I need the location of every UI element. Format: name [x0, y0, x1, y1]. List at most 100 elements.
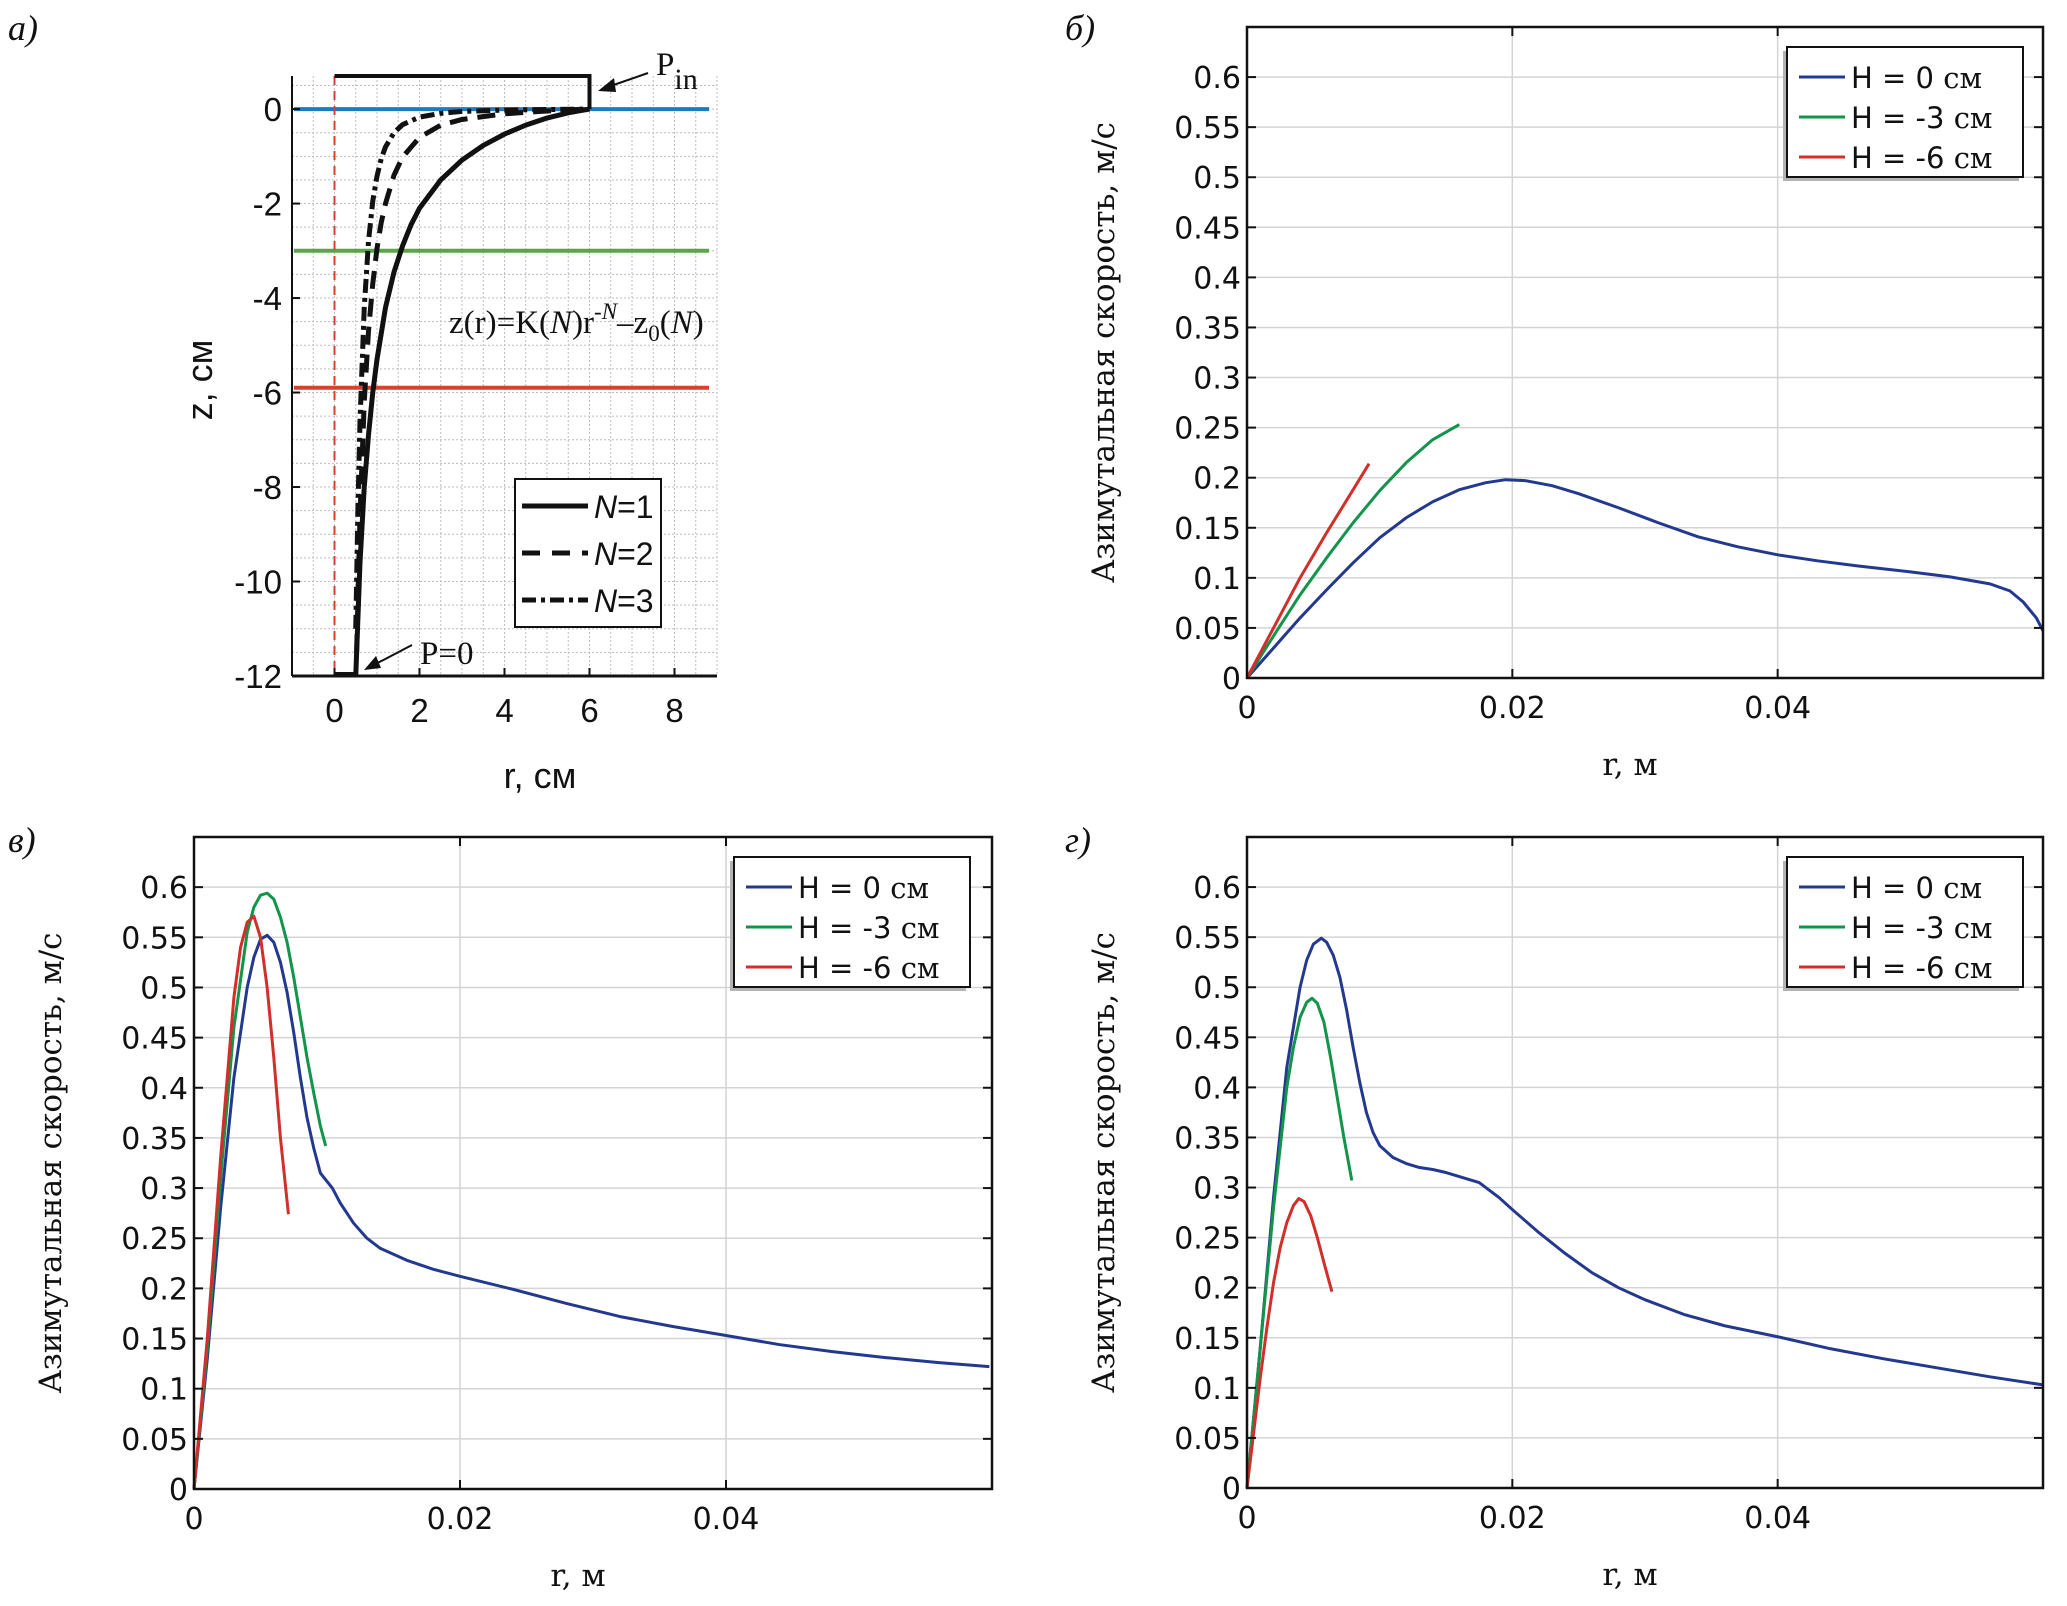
y-tick-label: 0 [1222, 662, 1241, 697]
legend-label-text: H = -3 [1851, 101, 1954, 135]
y-tick-label: -10 [234, 564, 282, 601]
y-tick-label: 0.2 [1193, 462, 1241, 497]
y-tick-label: 0.15 [1174, 1322, 1241, 1357]
y-tick-label: 0.55 [1174, 111, 1241, 146]
legend-label-unit: см [1954, 951, 1993, 985]
legend-label: H = -3 см [1851, 911, 1993, 945]
legend-label: H = -6 см [798, 951, 940, 985]
series-line [192, 933, 990, 1490]
x-axis-label: r, м [1602, 1557, 1657, 1593]
y-tick-label: 0.55 [1174, 921, 1241, 956]
y-tick-label: 0.35 [1174, 311, 1241, 346]
y-tick-label: 0 [169, 1473, 188, 1508]
y-tick-label: 0.1 [140, 1373, 188, 1408]
panel-d-velocity-chart: г) 0 0.05 0.1 0.15 0.2 0.25 0.3 0.35 0.4 0.45 0.5 0.… [1065, 820, 2045, 1593]
y-tick-label: 0.3 [140, 1172, 188, 1207]
tick-labels: 0 0.05 0.1 0.15 0.2 0.25 0.3 0.35 0.4 0.45 0.5 0.55… [1174, 61, 1811, 726]
legend-box [1786, 46, 2024, 178]
y-tick-label: 0.45 [1174, 1021, 1241, 1056]
axes [291, 76, 717, 678]
tick-labels: 0 0.05 0.1 0.15 0.2 0.25 0.3 0.35 0.4 0.45 0.5 0.55… [121, 871, 759, 1537]
legend-label-unit: см [1943, 871, 1982, 905]
series-line [192, 914, 290, 1490]
legend-label: H = 0 см [1851, 871, 1982, 905]
y-tick-label: 0.15 [1174, 512, 1241, 547]
y-tick-label: 0.25 [1174, 1222, 1241, 1257]
series-group [1245, 423, 2045, 679]
legend-box [733, 856, 971, 988]
series-line-N2 [354, 106, 590, 653]
y-tick-label: 0 [1222, 1472, 1241, 1507]
equation-label: z(r)=K(N)r-N–z0(N) [449, 299, 704, 346]
axes [1245, 835, 2045, 1490]
panel-label: г) [1065, 820, 1091, 860]
y-tick-label: 0.55 [121, 921, 188, 956]
x-tick-label: 0 [1237, 1501, 1256, 1536]
legend-label-text: H = -6 [1851, 951, 1954, 985]
legend-label: H = 0 см [798, 871, 929, 905]
legend-label-text: H = -3 [1851, 911, 1954, 945]
plot-frame [1245, 835, 2045, 1490]
legend-label: N=2 [594, 536, 654, 572]
x-axis-label: r, м [1602, 747, 1657, 783]
y-tick-label: 0.6 [1193, 61, 1241, 96]
panel-c-velocity-chart: в) 0 0.05 0.1 0.15 0.2 0.25 0.3 0.35 0.4 0.45 0.5 0.… [8, 820, 994, 1594]
series-line [1245, 478, 2045, 679]
annotation-text: Pin [656, 47, 698, 96]
y-tick-label: 0.25 [121, 1222, 188, 1257]
y-tick-label: 0.45 [121, 1022, 188, 1057]
legend-box [1786, 856, 2024, 988]
y-tick-label: 0.4 [1193, 1071, 1241, 1106]
legend-label-text: H = -6 [1851, 141, 1954, 175]
panel-label: в) [8, 820, 36, 860]
y-tick-label: -4 [253, 280, 282, 317]
y-tick-label: 0 [264, 91, 282, 128]
x-tick-label: 0 [184, 1502, 203, 1537]
y-tick-label: -2 [253, 186, 282, 223]
axes [192, 835, 994, 1491]
panel-b-velocity-chart: б) 0 0.05 0.1 0.15 0.2 0.25 0.3 0.35 0.4 0.45 0.5 0.… [1065, 8, 2045, 783]
legend-label: H = -3 см [1851, 101, 1993, 135]
annotation-p-zero: P=0 [364, 636, 473, 672]
series-line-N3 [353, 106, 590, 629]
y-axis-label: z, см [179, 340, 220, 421]
legend: H = 0 смH = -3 смH = -6 см [730, 856, 971, 991]
plot-frame [192, 835, 994, 1491]
y-tick-label: 0.15 [121, 1323, 188, 1358]
y-tick-label: 0.05 [1174, 612, 1241, 647]
y-axis-label: Азимутальная скорость, м/с [1086, 932, 1122, 1393]
panel-label: б) [1065, 8, 1095, 48]
series-line [1245, 462, 1371, 679]
reference-lines [294, 76, 709, 676]
panel-a-geometry-chart: a) 0 2 4 6 8 0 -2 -4 -6 -8 -10 -12 r, см z, см z(r)… [8, 8, 718, 796]
annotation-p-in: Pin [598, 47, 698, 96]
y-tick-label: 0.05 [121, 1423, 188, 1458]
y-tick-label: 0.35 [1174, 1121, 1241, 1156]
legend-label-text: H = -3 [798, 911, 901, 945]
panel-label-a: a) [8, 8, 38, 48]
plot-frame [1245, 25, 2045, 680]
legend-label-unit: см [901, 911, 940, 945]
series-line [1245, 423, 1461, 679]
boundary-lines [334, 74, 592, 676]
series-group [1245, 936, 2044, 1489]
y-tick-label: 0.6 [140, 871, 188, 906]
x-tick-label: 4 [495, 692, 513, 729]
y-tick-label: 0.3 [1193, 362, 1241, 397]
legend-label-unit: см [1954, 141, 1993, 175]
tick-labels: 0 2 4 6 8 0 -2 -4 -6 -8 -10 -12 [234, 91, 683, 729]
legend-label: H = -6 см [1851, 951, 1993, 985]
series-line [192, 891, 328, 1490]
y-tick-label: 0.2 [140, 1272, 188, 1307]
legend-label: H = -3 см [798, 911, 940, 945]
x-tick-label: 8 [665, 692, 683, 729]
axes [1245, 25, 2045, 680]
y-tick-label: -8 [253, 469, 282, 506]
legend-label-unit: см [901, 951, 940, 985]
y-tick-label: -6 [253, 375, 282, 412]
y-tick-label: 0.4 [140, 1072, 188, 1107]
x-tick-label: 2 [410, 692, 428, 729]
x-tick-label: 0.04 [693, 1502, 760, 1537]
y-tick-label: 0.5 [1193, 161, 1241, 196]
y-tick-label: 0.2 [1193, 1272, 1241, 1307]
